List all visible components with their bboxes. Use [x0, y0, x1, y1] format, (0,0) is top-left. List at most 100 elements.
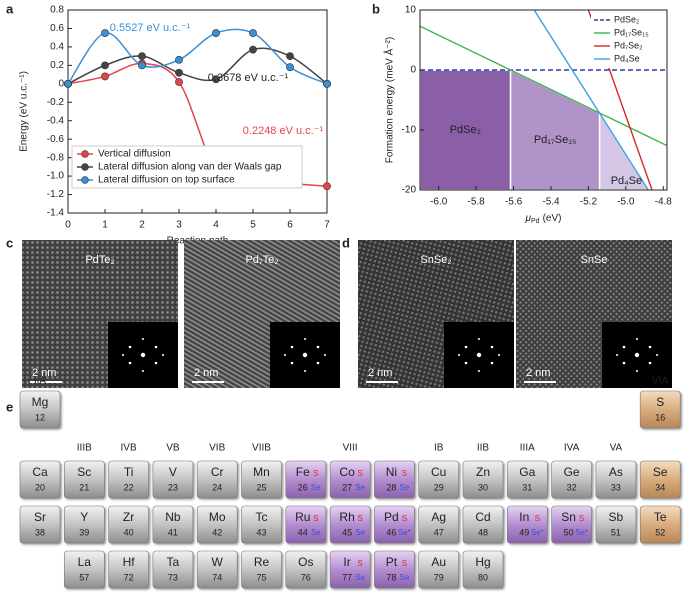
x-tick-label: 4 [213, 220, 219, 231]
group-label: IVA [564, 443, 580, 454]
panel-label: c [6, 235, 13, 250]
data-point [138, 52, 146, 61]
element-symbol: Sr [34, 510, 46, 524]
data-point [249, 29, 257, 37]
element-tile [639, 460, 681, 499]
element-number: 47 [434, 527, 444, 537]
element-tile [329, 505, 371, 544]
legend-label: Pd₁₇Se₁₅ [614, 27, 649, 37]
element-tag: S [402, 514, 407, 523]
element-tile [285, 505, 327, 544]
element-tag: Se [311, 483, 321, 492]
fft-spot [122, 354, 124, 356]
element-symbol: Ga [519, 465, 535, 479]
element-number: 79 [434, 572, 444, 582]
element-number: 41 [168, 527, 178, 537]
element-symbol: Hf [123, 555, 136, 569]
element-tag: S [357, 514, 362, 523]
x-axis-subscript: Pd [531, 218, 540, 225]
x-axis-symbol: μ [525, 213, 532, 224]
element-tag: Se [355, 573, 365, 582]
group-label: IVB [121, 443, 137, 454]
element-tile [595, 460, 637, 499]
element-number: 31 [522, 482, 532, 492]
element-tile [639, 505, 681, 544]
element-tile [551, 460, 592, 499]
group-label: IB [434, 443, 444, 454]
y-tick-label: 0 [58, 78, 64, 89]
element-number: 46 [386, 527, 396, 537]
element-tag: Se [400, 483, 410, 492]
element-symbol: Co [339, 465, 355, 479]
element-number: 77 [342, 572, 352, 582]
element-tile [19, 460, 61, 499]
element-number: 30 [478, 482, 488, 492]
element-tag: S [313, 514, 318, 523]
element-tile [108, 460, 149, 499]
x-tick-label: -6.0 [430, 197, 448, 208]
element-symbol: Ge [564, 465, 580, 479]
element-tag: S [313, 469, 318, 478]
region-label: PdSe₂ [450, 124, 481, 136]
element-tile [285, 550, 327, 589]
fft-spot [478, 338, 480, 340]
series-line [420, 25, 667, 147]
element-tile [64, 505, 105, 544]
fft-spot [636, 370, 638, 372]
element-tile [374, 550, 415, 589]
legend-label: Vertical diffusion [98, 149, 171, 160]
fft-spot [636, 338, 638, 340]
element-symbol: Tc [256, 510, 268, 524]
data-point [323, 182, 331, 191]
fft-spot [656, 354, 658, 356]
y-tick-label: -10 [402, 125, 417, 136]
element-symbol: La [78, 555, 92, 569]
data-point [286, 52, 294, 61]
element-symbol: Ni [386, 465, 397, 479]
element-number: 43 [256, 527, 266, 537]
element-tile [152, 460, 194, 499]
element-tile [64, 550, 105, 589]
element-number: 48 [478, 527, 488, 537]
element-tile [462, 460, 504, 499]
element-number: 52 [655, 527, 665, 537]
element-symbol: Sn [561, 510, 576, 524]
image-label: SnSe [581, 254, 608, 266]
x-tick-label: -5.8 [468, 197, 486, 208]
element-tag: Se [355, 528, 365, 537]
x-tick-label: -5.6 [505, 197, 523, 208]
element-symbol: Sc [77, 465, 91, 479]
element-symbol: As [609, 465, 623, 479]
element-tile [108, 505, 149, 544]
y-tick-label: 0.6 [50, 23, 64, 34]
element-number: 57 [79, 572, 89, 582]
element-symbol: Re [254, 555, 270, 569]
element-number: 16 [655, 412, 665, 422]
plot-frame [67, 9, 328, 214]
element-symbol: Te [654, 510, 667, 524]
fft-spot [622, 361, 626, 365]
element-tag: S [357, 469, 362, 478]
element-symbol: Cu [431, 465, 446, 479]
element-tag: S [357, 559, 362, 568]
legend-label: PdSe₂ [614, 14, 640, 24]
scale-label: 2 nm [32, 367, 56, 379]
element-symbol: Os [298, 555, 313, 569]
phase-region [509, 68, 601, 190]
element-number: 39 [79, 527, 89, 537]
element-tile [108, 550, 149, 589]
element-symbol: Se [653, 465, 668, 479]
element-number: 22 [124, 482, 134, 492]
element-number: 40 [124, 527, 134, 537]
element-tile [506, 505, 548, 544]
y-axis-label: Formation energy (meV Å⁻²) [383, 37, 396, 163]
y-tick-label: -0.8 [47, 152, 65, 163]
panel-label: e [6, 399, 13, 414]
group-label: IIIA [520, 443, 535, 454]
data-point [175, 78, 183, 86]
element-number: 12 [35, 412, 45, 422]
y-tick-label: -1.4 [47, 208, 65, 219]
legend-box [71, 145, 303, 189]
element-tag: Se* [575, 528, 588, 537]
image-label: PdTe₂ [85, 254, 114, 266]
